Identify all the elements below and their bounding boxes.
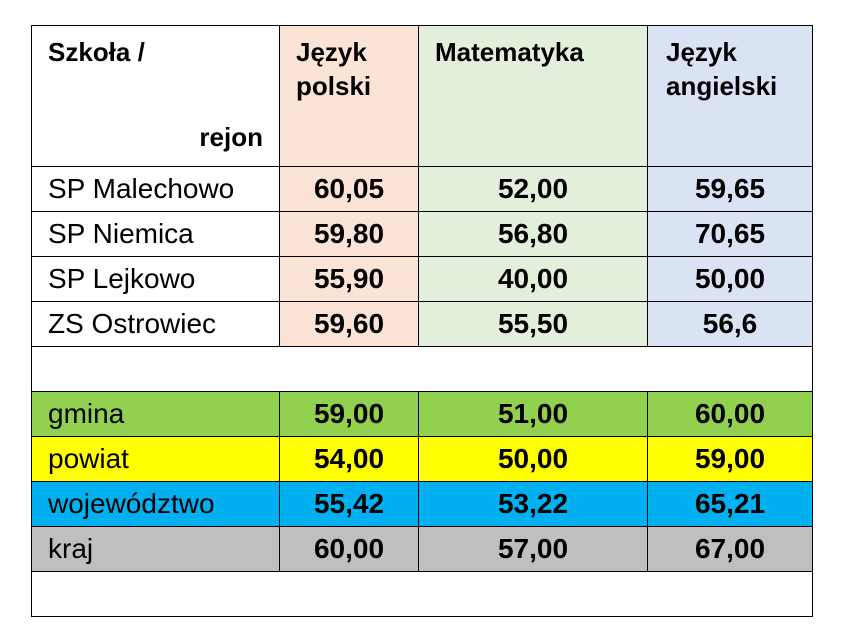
school-name: SP Niemica	[31, 211, 280, 257]
header-polish-line2: polski	[296, 71, 372, 101]
header-row: Szkoła / rejon Język polski Matematyka J…	[31, 25, 813, 167]
english-score: 60,00	[647, 391, 813, 437]
region-name: kraj	[31, 526, 280, 572]
header-school-label: Szkoła /	[48, 37, 145, 67]
math-score: 40,00	[418, 256, 648, 302]
polish-score: 54,00	[279, 436, 419, 482]
header-polish-line1: Język	[296, 37, 367, 67]
table-row: SP Lejkowo 55,90 40,00 50,00	[31, 256, 813, 302]
header-english: Język angielski	[647, 25, 813, 167]
english-score: 70,65	[647, 211, 813, 257]
english-score: 56,6	[647, 301, 813, 347]
spacer-row-bottom	[31, 571, 813, 617]
math-score: 51,00	[418, 391, 648, 437]
math-score: 50,00	[418, 436, 648, 482]
polish-score: 59,80	[279, 211, 419, 257]
spacer-row	[31, 346, 813, 392]
region-name: gmina	[31, 391, 280, 437]
header-school-region: Szkoła / rejon	[31, 25, 280, 167]
english-score: 65,21	[647, 481, 813, 527]
header-polish: Język polski	[279, 25, 419, 167]
region-name: województwo	[31, 481, 280, 527]
results-table: Szkoła / rejon Język polski Matematyka J…	[31, 25, 813, 617]
region-name: powiat	[31, 436, 280, 482]
english-score: 59,65	[647, 166, 813, 212]
header-english-line2: angielski	[666, 71, 778, 101]
school-name: SP Malechowo	[31, 166, 280, 212]
table-row: ZS Ostrowiec 59,60 55,50 56,6	[31, 301, 813, 347]
table-row: SP Niemica 59,80 56,80 70,65	[31, 211, 813, 257]
polish-score: 59,60	[279, 301, 419, 347]
region-row-gmina: gmina 59,00 51,00 60,00	[31, 391, 813, 437]
math-score: 53,22	[418, 481, 648, 527]
header-math: Matematyka	[418, 25, 648, 167]
region-row-kraj: kraj 60,00 57,00 67,00	[31, 526, 813, 572]
english-score: 67,00	[647, 526, 813, 572]
spacer-cell	[31, 346, 813, 392]
math-score: 55,50	[418, 301, 648, 347]
spacer-cell	[31, 571, 813, 617]
table-row: SP Malechowo 60,05 52,00 59,65	[31, 166, 813, 212]
header-region-label: rejon	[199, 122, 263, 152]
english-score: 50,00	[647, 256, 813, 302]
polish-score: 55,90	[279, 256, 419, 302]
math-score: 52,00	[418, 166, 648, 212]
polish-score: 60,00	[279, 526, 419, 572]
school-name: ZS Ostrowiec	[31, 301, 280, 347]
region-row-wojewodztwo: województwo 55,42 53,22 65,21	[31, 481, 813, 527]
polish-score: 59,00	[279, 391, 419, 437]
region-row-powiat: powiat 54,00 50,00 59,00	[31, 436, 813, 482]
english-score: 59,00	[647, 436, 813, 482]
math-score: 56,80	[418, 211, 648, 257]
math-score: 57,00	[418, 526, 648, 572]
polish-score: 55,42	[279, 481, 419, 527]
header-english-line1: Język	[666, 37, 737, 67]
header-math-label: Matematyka	[435, 37, 584, 67]
school-name: SP Lejkowo	[31, 256, 280, 302]
polish-score: 60,05	[279, 166, 419, 212]
